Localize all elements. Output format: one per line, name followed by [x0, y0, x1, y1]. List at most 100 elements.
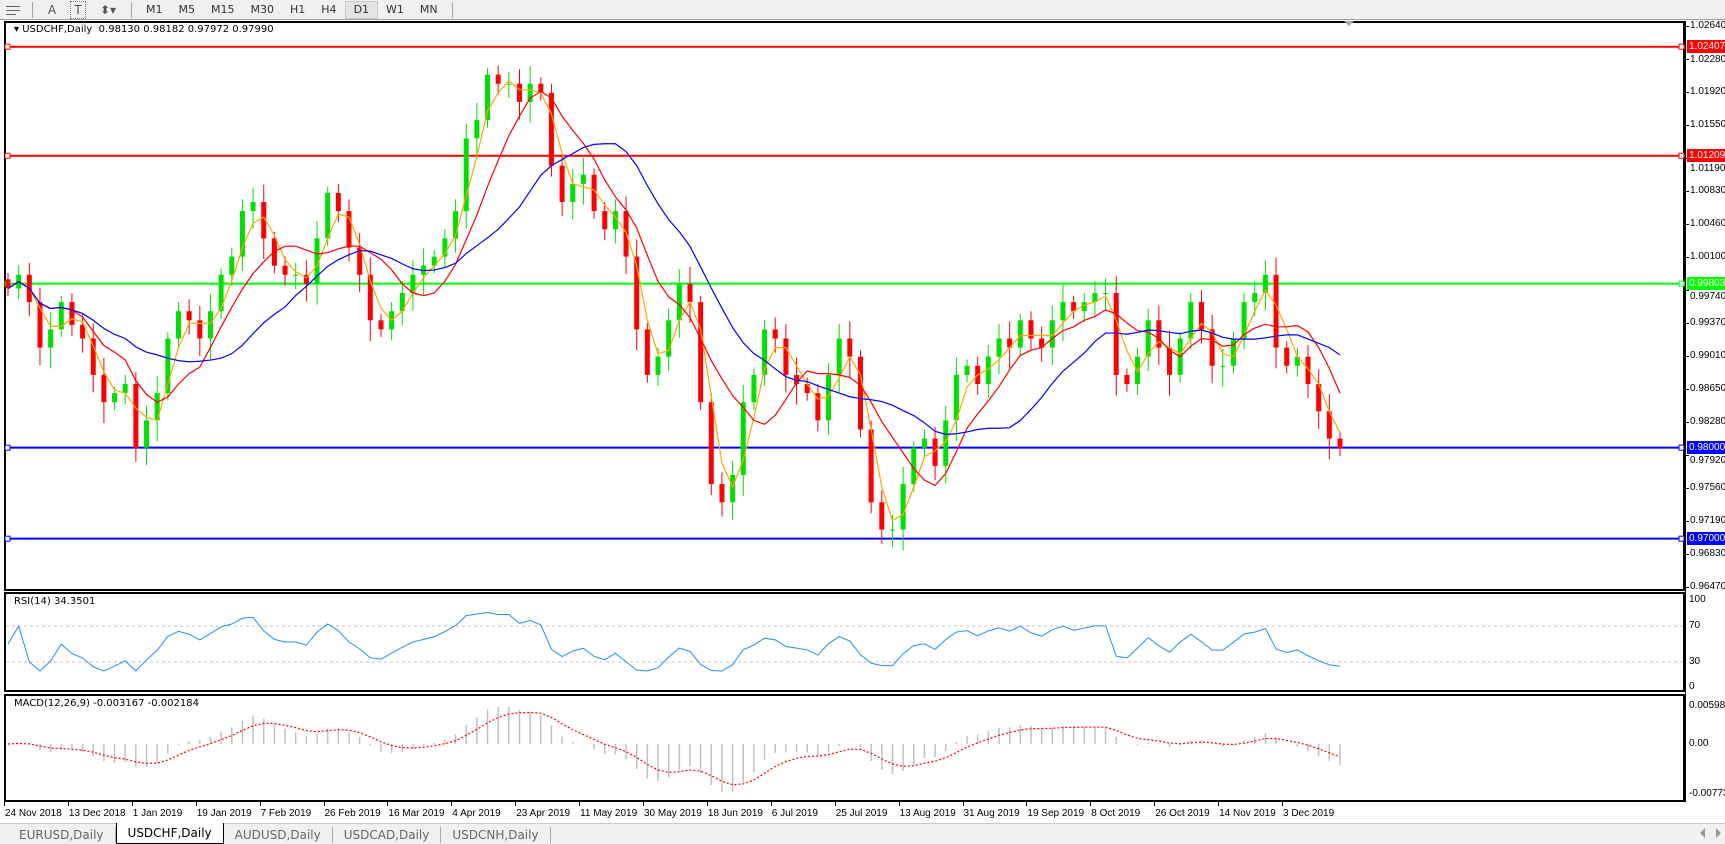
candle-body [826, 374, 832, 421]
date-axis: 24 Nov 2018 13 Dec 2018 1 Jan 2019 19 Jan 2… [0, 802, 1725, 822]
candle-body [634, 256, 640, 330]
arrows-icon[interactable]: ⬍▾ [99, 2, 117, 17]
date-label: 30 May 2019 [644, 808, 702, 819]
candle-body [431, 256, 437, 266]
line-handle[interactable] [4, 444, 11, 451]
tab-audusd[interactable]: AUDUSD,Daily [224, 827, 333, 843]
candle [144, 405, 150, 466]
candle [634, 239, 640, 351]
date-tick [131, 802, 133, 806]
candle-body [644, 329, 650, 375]
line-handle[interactable] [4, 152, 11, 159]
price-tick [1685, 487, 1689, 489]
line-handle[interactable] [1678, 444, 1685, 451]
timeframe-m1[interactable]: M1 [146, 3, 163, 16]
date-tick [1090, 802, 1092, 806]
price-tick-label: 0.99740 [1690, 291, 1725, 303]
timeframe-d1[interactable]: D1 [344, 0, 379, 19]
grid-icon[interactable] [0, 1, 26, 19]
candle-body [1007, 338, 1013, 348]
candle-body [1071, 302, 1077, 312]
candle [485, 68, 491, 128]
date-label: 26 Oct 2019 [1155, 808, 1210, 819]
line-handle[interactable] [1678, 43, 1685, 50]
candle-body [80, 324, 86, 339]
main-chart-pane[interactable]: ▾ USDCHF,Daily 0.98130 0.98182 0.97972 0… [4, 21, 1685, 591]
tab-eurusd[interactable]: EURUSD,Daily [8, 827, 116, 843]
candle [37, 287, 43, 366]
candle-body [1092, 293, 1098, 303]
timeframe-m5[interactable]: M5 [178, 3, 196, 16]
rsi-tick-label: 30 [1689, 656, 1701, 667]
chart-shift-marker[interactable] [1344, 21, 1354, 26]
candle-body [1252, 293, 1258, 303]
candle-body [900, 484, 906, 530]
candle [964, 359, 970, 383]
candle-body [1305, 356, 1311, 384]
price-tick-label: 0.98280 [1690, 415, 1725, 427]
candle [996, 323, 1002, 375]
tab-usdcnh[interactable]: USDCNH,Daily [441, 827, 551, 843]
candle-body [655, 356, 661, 375]
timeframe-mn[interactable]: MN [419, 3, 438, 16]
price-axis[interactable] [1685, 21, 1725, 802]
candle [261, 184, 267, 260]
candle-body [207, 311, 213, 339]
candle-body [58, 302, 64, 330]
candle [58, 295, 64, 338]
candle-body [346, 211, 352, 248]
line-handle[interactable] [1678, 152, 1685, 159]
candle-body [314, 238, 320, 284]
scroll-left-icon[interactable] [1700, 828, 1705, 838]
candle-body [698, 302, 704, 403]
timeframe-h1[interactable]: H1 [290, 3, 306, 16]
date-label: 24 Nov 2018 [5, 808, 62, 819]
timeframe-w1[interactable]: W1 [386, 3, 404, 16]
candle [389, 302, 395, 341]
line-handle[interactable] [4, 43, 11, 50]
text-label-icon[interactable]: T [70, 0, 86, 19]
price-tick [1685, 256, 1689, 258]
candle [1284, 341, 1290, 374]
timeframe-h4[interactable]: H4 [321, 3, 337, 16]
candle-body [708, 402, 714, 485]
timeframe-m30[interactable]: M30 [250, 3, 275, 16]
candle [847, 321, 853, 378]
candle-body [1060, 302, 1066, 321]
candle-body [453, 211, 459, 239]
price-line-label: 0.98000 [1687, 441, 1725, 455]
symbol-label: USDCHF,Daily [22, 24, 93, 35]
scroll-right-icon[interactable] [1716, 828, 1721, 838]
text-icon[interactable]: A [47, 2, 57, 17]
date-tick [1154, 802, 1156, 806]
candle-body [37, 302, 43, 348]
candle [1305, 344, 1311, 399]
macd-pane[interactable]: MACD(12,26,9) -0.003167 -0.002184 [4, 694, 1685, 802]
date-label: 16 Mar 2019 [388, 808, 445, 819]
candle-body [463, 138, 469, 212]
timeframe-m15[interactable]: M15 [211, 3, 235, 16]
candle [80, 313, 86, 353]
candle-body [1198, 302, 1204, 330]
tab-usdchf[interactable]: USDCHF,Daily [115, 823, 224, 844]
line-handle[interactable] [1678, 280, 1685, 287]
price-tick [1685, 124, 1689, 126]
candle [559, 153, 565, 217]
date-tick [1218, 802, 1220, 806]
candle-body [591, 174, 597, 212]
tab-usdcad[interactable]: USDCAD,Daily [333, 827, 442, 843]
candle-body [1241, 302, 1247, 339]
price-tick [1685, 421, 1689, 423]
candle [1124, 368, 1130, 392]
candle [1188, 293, 1194, 350]
candle-body [1113, 293, 1119, 375]
candle-body [239, 211, 245, 257]
candle [602, 202, 608, 241]
candle [1039, 326, 1045, 362]
date-tick [259, 802, 261, 806]
candle [1167, 330, 1173, 396]
line-handle[interactable] [1678, 535, 1685, 542]
line-handle[interactable] [4, 535, 11, 542]
candle-body [1145, 320, 1151, 357]
